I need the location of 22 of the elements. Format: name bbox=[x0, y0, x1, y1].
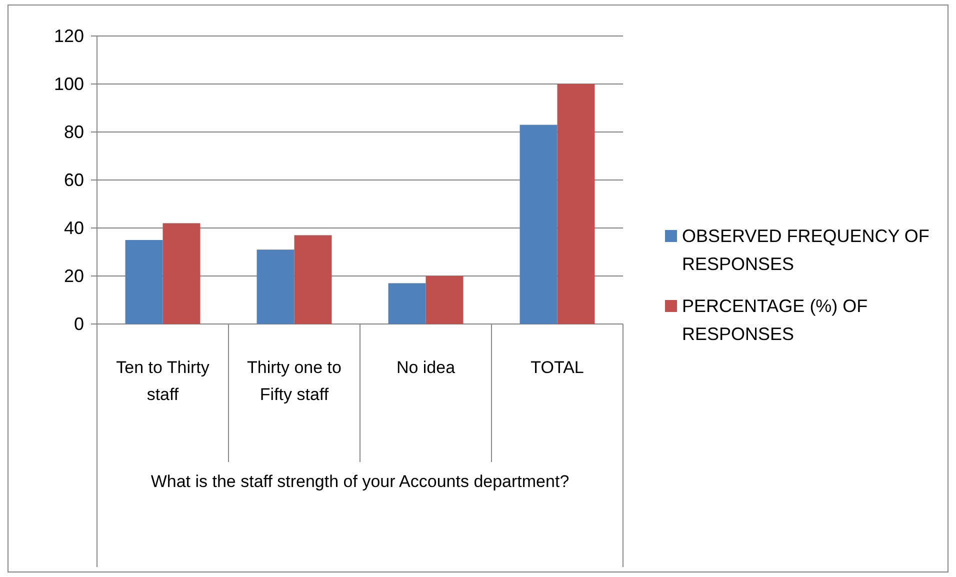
x-axis-title: What is the staff strength of your Accounts department? bbox=[150, 472, 570, 491]
y-tick-label: 120 bbox=[54, 26, 84, 46]
y-tick-label: 40 bbox=[64, 218, 84, 238]
y-tick-label: 20 bbox=[64, 266, 84, 286]
x-tick-label: TOTAL bbox=[530, 358, 584, 377]
y-tick-label: 0 bbox=[74, 314, 84, 334]
bar bbox=[125, 240, 163, 324]
bar bbox=[294, 235, 332, 324]
bar bbox=[256, 250, 294, 324]
y-tick-label: 60 bbox=[64, 170, 84, 190]
legend-label: PERCENTAGE (%) OF RESPONSES bbox=[682, 296, 868, 344]
x-tick-label: Ten to Thirty staff bbox=[116, 358, 210, 404]
bar bbox=[388, 283, 426, 324]
bar bbox=[426, 276, 464, 324]
x-tick-label: Thirty one to Fifty staff bbox=[247, 358, 342, 404]
y-tick-label: 80 bbox=[64, 122, 84, 142]
legend-label: OBSERVED FREQUENCY OF RESPONSES bbox=[682, 226, 930, 274]
y-tick-label: 100 bbox=[54, 74, 84, 94]
x-tick-label: No idea bbox=[396, 358, 456, 377]
bar bbox=[557, 84, 595, 324]
bar bbox=[520, 124, 558, 324]
bar bbox=[162, 223, 200, 324]
